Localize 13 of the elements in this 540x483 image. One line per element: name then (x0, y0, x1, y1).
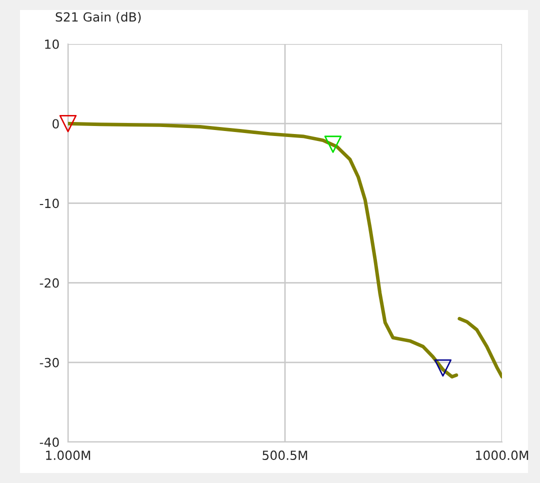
point (59, 114, 77, 132)
y-tick-label: 10 (45, 39, 59, 49)
x-tick-label: 500.5M (262, 450, 308, 460)
x-tick-label: 1000.0M (476, 450, 528, 460)
point (324, 136, 342, 153)
y-tick-label: 0 (52, 119, 59, 129)
y-tick-label: -30 (40, 358, 59, 368)
y-axis-title: S21 Gain (dB) (56, 12, 141, 24)
y-tick-label: -20 (40, 278, 59, 288)
x-tick-label: 1.000M (46, 450, 90, 460)
y-tick-label: -40 (40, 437, 59, 447)
point (434, 359, 452, 377)
y-tick-label: -10 (40, 198, 59, 208)
